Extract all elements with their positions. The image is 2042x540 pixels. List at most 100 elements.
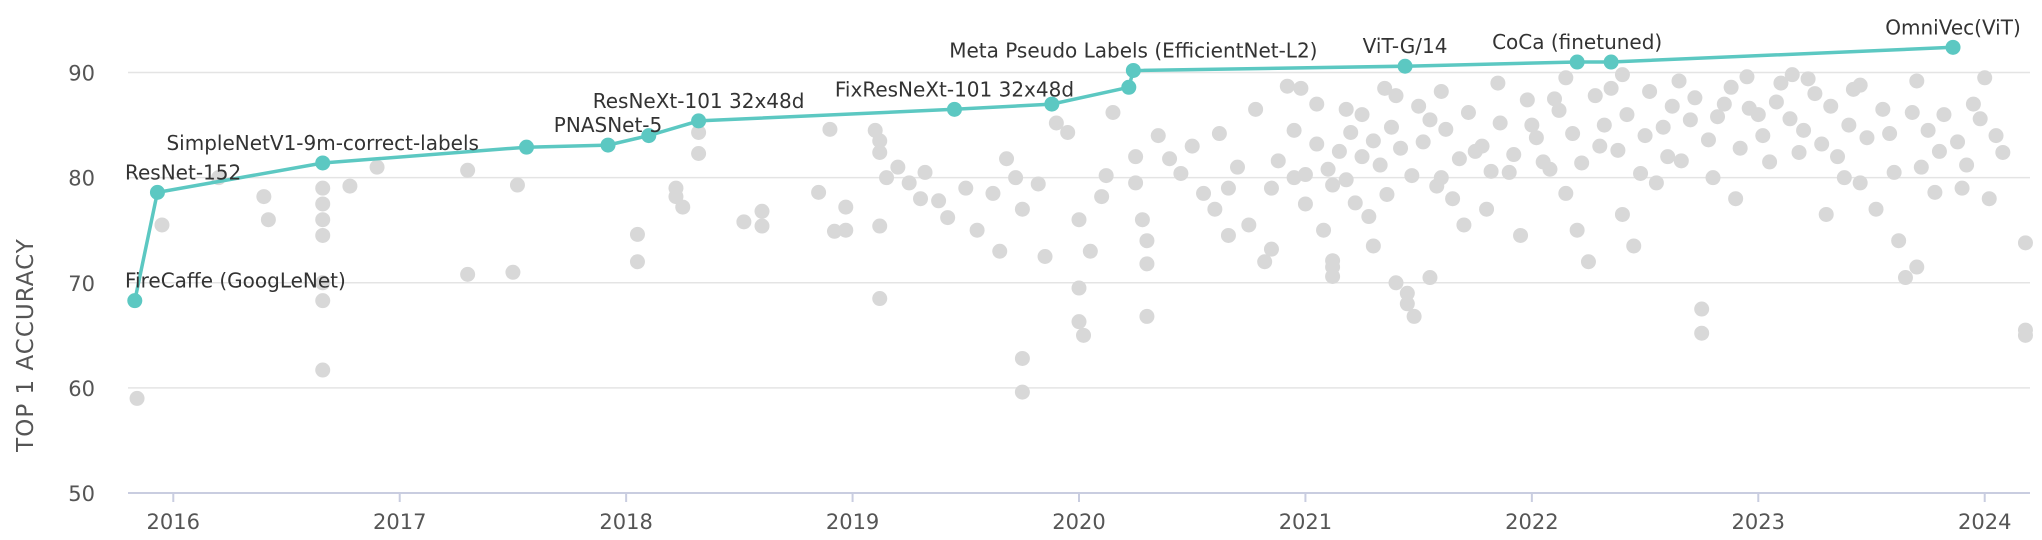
model-point [1309, 96, 1325, 112]
model-point [1071, 212, 1087, 228]
model-point [1981, 191, 1997, 207]
sota-point [1569, 54, 1585, 70]
model-point [1596, 117, 1612, 133]
model-point [1094, 189, 1110, 205]
model-point [1479, 201, 1495, 217]
model-point [1904, 104, 1920, 120]
model-point [1320, 161, 1336, 177]
model-point [1071, 280, 1087, 296]
model-point [1741, 100, 1757, 116]
model-point [1551, 102, 1567, 118]
model-point [1316, 222, 1332, 238]
model-point [1383, 119, 1399, 135]
model-point [1830, 149, 1846, 165]
model-point [1723, 79, 1739, 95]
model-point [1882, 126, 1898, 142]
model-point [1762, 154, 1778, 170]
model-point [1241, 217, 1257, 233]
sota-point [1397, 58, 1413, 74]
model-point [754, 218, 770, 234]
model-point [1279, 78, 1295, 94]
model-point [1411, 98, 1427, 114]
sota-point [691, 113, 707, 129]
model-point [315, 275, 331, 291]
model-point [999, 151, 1015, 167]
model-point [1393, 140, 1409, 156]
model-point [1965, 96, 1981, 112]
sota-label: Meta Pseudo Labels (EfficientNet-L2) [949, 38, 1317, 62]
model-point [736, 214, 752, 230]
model-point [1927, 184, 1943, 200]
model-point [1490, 75, 1506, 91]
model-point [1852, 77, 1868, 93]
model-point [460, 162, 476, 178]
model-point [1673, 153, 1689, 169]
model-point [1139, 308, 1155, 324]
model-point [1633, 165, 1649, 181]
model-point [129, 390, 145, 406]
model-point [1648, 175, 1664, 191]
model-point [1687, 90, 1703, 106]
model-point [1694, 325, 1710, 341]
model-point [1377, 80, 1393, 96]
model-point [1263, 180, 1279, 196]
sota-point [1603, 54, 1619, 70]
model-point [1592, 138, 1608, 154]
model-point [1796, 122, 1812, 138]
model-point [1716, 96, 1732, 112]
model-point [958, 180, 974, 196]
model-point [1569, 222, 1585, 238]
model-point [1388, 88, 1404, 104]
model-point [872, 291, 888, 307]
model-point [1664, 98, 1680, 114]
model-point [1619, 107, 1635, 123]
model-point [1931, 143, 1947, 159]
model-point [1230, 159, 1245, 175]
model-point [1728, 191, 1744, 207]
model-point [1134, 212, 1150, 228]
model-point [1361, 209, 1377, 225]
model-point [1399, 296, 1415, 312]
model-point [1297, 167, 1313, 183]
model-point [1404, 168, 1420, 184]
sota-point [149, 184, 165, 200]
model-point [2017, 235, 2033, 251]
model-point [1060, 124, 1076, 140]
model-point [1660, 149, 1676, 165]
model-point [1841, 117, 1857, 133]
x-tick-label: 2020 [1052, 510, 1105, 534]
model-point [1547, 91, 1562, 107]
model-point [1913, 159, 1929, 175]
model-point [1859, 130, 1875, 146]
model-point [691, 124, 707, 140]
model-point [1139, 233, 1155, 249]
model-point [1014, 384, 1030, 400]
model-point [1800, 71, 1816, 87]
model-point [1347, 195, 1363, 211]
model-point [1836, 170, 1852, 186]
y-axis-label: TOP 1 ACCURACY [13, 238, 39, 453]
model-point [1406, 308, 1422, 324]
model-point [1365, 238, 1381, 254]
model-point [1422, 112, 1438, 128]
model-point [838, 199, 854, 215]
model-point [1365, 133, 1381, 149]
model-point [1071, 314, 1087, 330]
model-point [1868, 201, 1884, 217]
model-point [1270, 153, 1286, 169]
model-point [1433, 83, 1449, 99]
sota-label: ResNet-152 [125, 160, 241, 184]
model-point [1936, 107, 1952, 123]
model-point [1694, 301, 1710, 317]
sota-point [519, 139, 535, 155]
model-point [1773, 75, 1789, 91]
model-point [1338, 101, 1354, 117]
model-point [1343, 124, 1359, 140]
sota-point [641, 128, 657, 144]
model-point [342, 178, 358, 194]
model-point [1506, 147, 1522, 163]
model-point [1782, 111, 1798, 127]
model-point [1565, 126, 1581, 142]
model-point [1732, 140, 1748, 156]
model-point [872, 218, 888, 234]
